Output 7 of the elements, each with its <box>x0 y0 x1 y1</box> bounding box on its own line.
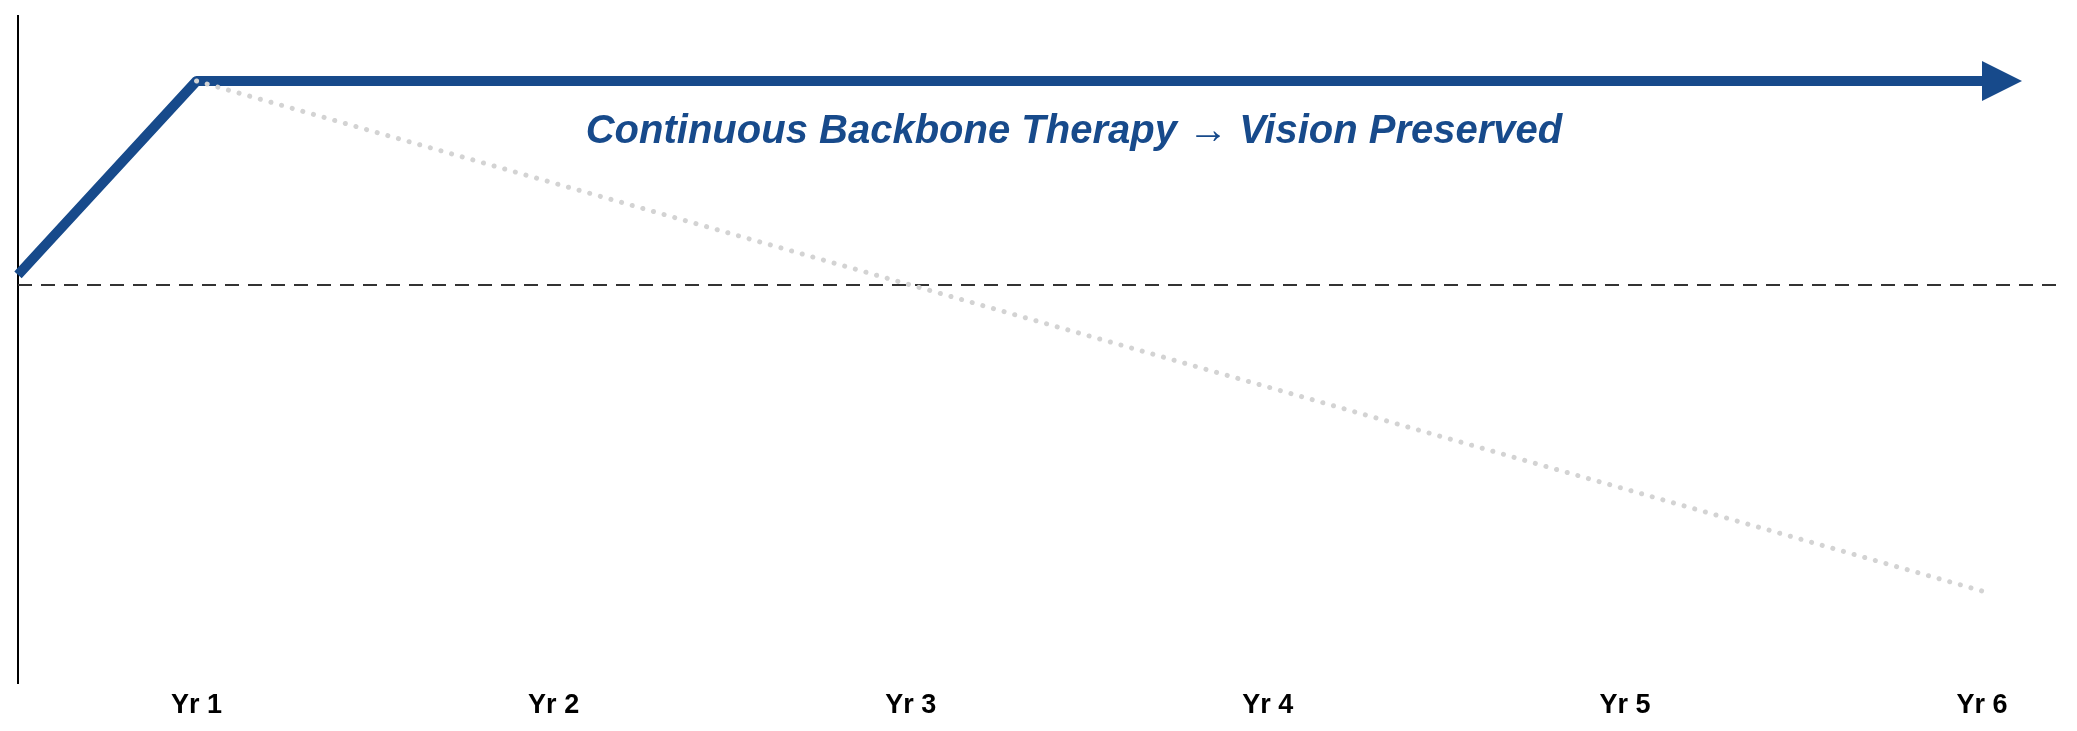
x-tick-label: Yr 6 <box>1956 689 2008 719</box>
x-tick-label: Yr 3 <box>885 689 937 719</box>
annotation: Continuous Backbone Therapy → Vision Preserved <box>585 107 1564 151</box>
x-tick-label: Yr 4 <box>1242 689 1294 719</box>
x-tick-label: Yr 2 <box>528 689 580 719</box>
x-tick-label: Yr 1 <box>171 689 223 719</box>
x-tick-label: Yr 5 <box>1599 689 1651 719</box>
